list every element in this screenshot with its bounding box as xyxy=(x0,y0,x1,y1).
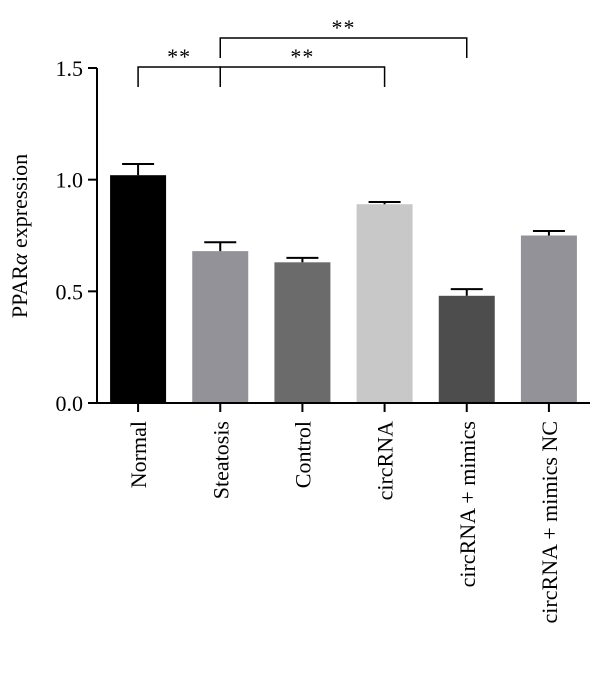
significance-label: ** xyxy=(290,44,314,69)
y-axis-label: PPARα expression xyxy=(7,154,32,318)
bar xyxy=(520,235,577,403)
significance-bracket xyxy=(137,66,221,87)
significance-bracket xyxy=(219,37,468,58)
y-tick-label: 0.0 xyxy=(56,391,84,416)
bar xyxy=(274,262,331,403)
y-tick-label: 1.0 xyxy=(56,168,84,193)
significance-bracket xyxy=(219,66,386,87)
x-tick-label: Normal xyxy=(126,421,151,488)
error-bars xyxy=(122,163,565,296)
bar xyxy=(438,295,495,403)
y-axis-label-greek: α xyxy=(7,253,32,265)
bars xyxy=(110,175,577,403)
bar xyxy=(192,251,249,403)
y-axis: 0.0 0.5 1.0 1.5 xyxy=(56,56,98,416)
x-tick-label: Control xyxy=(290,421,315,488)
bar xyxy=(356,204,413,403)
bar xyxy=(110,175,167,403)
x-tick-label: circRNA + mimics xyxy=(455,421,480,587)
y-axis-label-prefix: PPAR xyxy=(7,265,32,318)
y-axis-label-suffix: expression xyxy=(7,154,32,254)
significance-brackets: ** ** ** xyxy=(137,15,468,87)
y-tick-label: 1.5 xyxy=(56,56,84,81)
x-axis-labels: Normal Steatosis Control circRNA circRNA + m… xyxy=(96,402,590,623)
significance-label: ** xyxy=(332,15,356,40)
x-tick-label: circRNA xyxy=(373,421,398,501)
significance-label: ** xyxy=(167,44,191,69)
x-tick-label: circRNA + mimics NC xyxy=(537,421,562,623)
y-tick-label: 0.5 xyxy=(56,279,84,304)
x-tick-label: Steatosis xyxy=(208,421,233,499)
